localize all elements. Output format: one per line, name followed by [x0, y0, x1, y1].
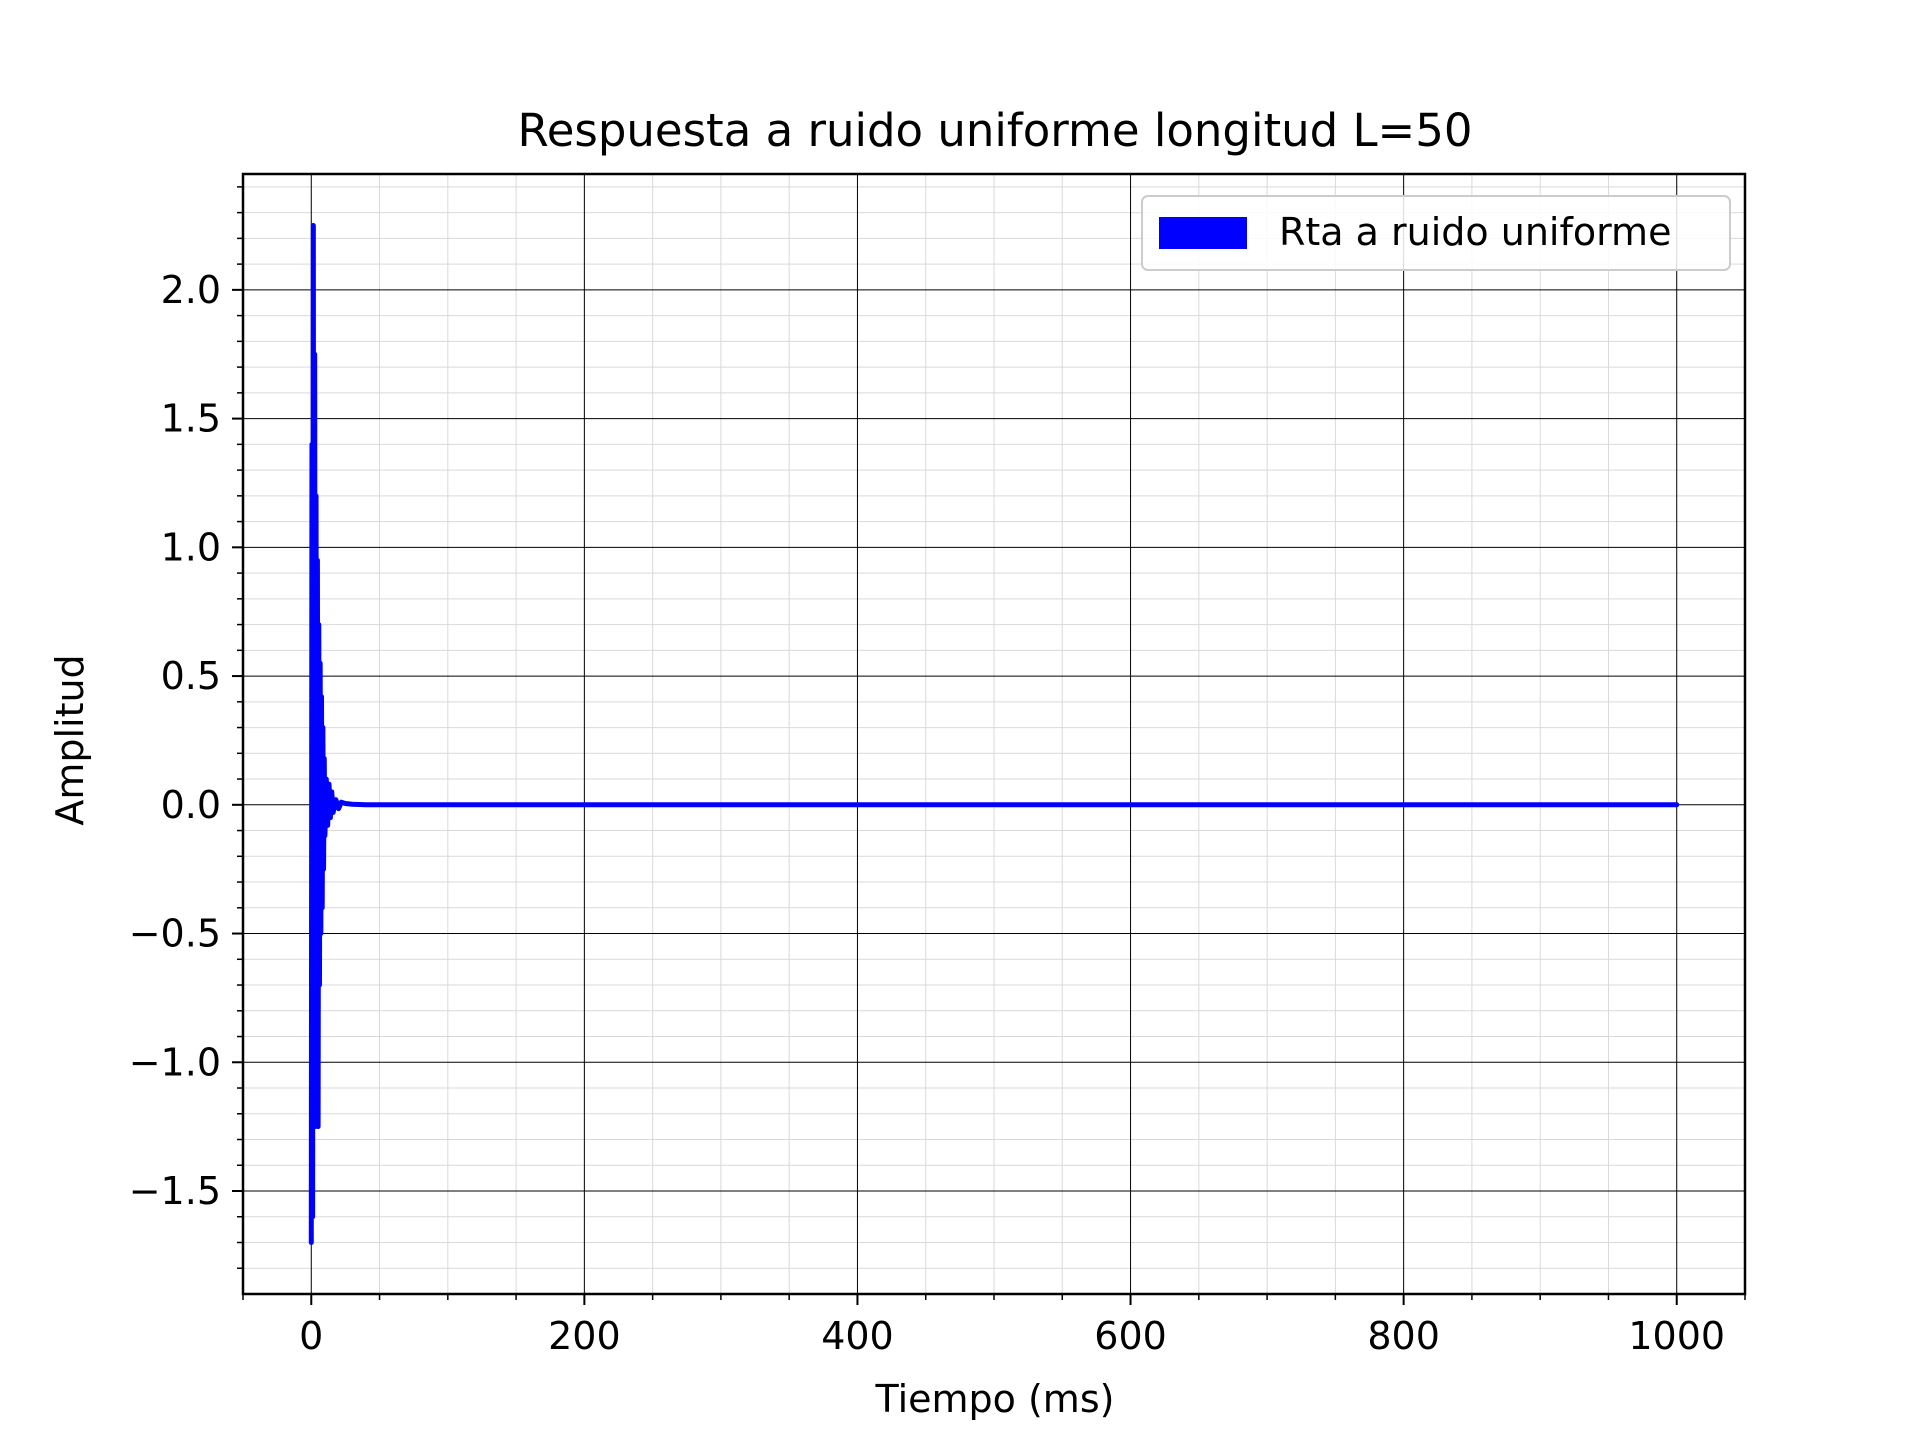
legend-label: Rta a ruido uniforme: [1279, 210, 1671, 254]
series-line: [308, 222, 1680, 1246]
tick-labels: 0 200 400 600 800 1000 −1.5 −1.0 −0.5 0.0 0.5 1.0 1.…: [129, 268, 1725, 1358]
y-tick-label: 0.0: [161, 783, 221, 827]
x-tick-label: 1000: [1628, 1314, 1725, 1358]
y-axis-label: Amplitud: [48, 654, 92, 825]
y-tick-label: 0.5: [161, 654, 221, 698]
y-tick-label: 2.0: [161, 268, 221, 312]
x-tick-label: 600: [1094, 1314, 1167, 1358]
x-tick-label: 0: [299, 1314, 323, 1358]
legend: Rta a ruido uniforme: [1141, 195, 1731, 271]
legend-box: [1141, 195, 1731, 271]
legend-swatch: [1159, 217, 1247, 249]
series-layer: [308, 222, 1680, 1246]
x-tick-label: 400: [821, 1314, 894, 1358]
x-axis-label: Tiempo (ms): [875, 1377, 1115, 1421]
ticks: [232, 186, 1746, 1305]
y-tick-label: −1.5: [129, 1169, 221, 1213]
chart-title: Respuesta a ruido uniforme longitud L=50: [517, 104, 1472, 157]
grid-minor: [242, 174, 1746, 1294]
y-tick-label: −1.0: [129, 1040, 221, 1084]
x-tick-label: 800: [1367, 1314, 1440, 1358]
y-tick-label: −0.5: [129, 912, 221, 956]
y-tick-label: 1.5: [161, 397, 221, 441]
y-tick-label: 1.0: [161, 525, 221, 569]
x-tick-label: 200: [548, 1314, 621, 1358]
